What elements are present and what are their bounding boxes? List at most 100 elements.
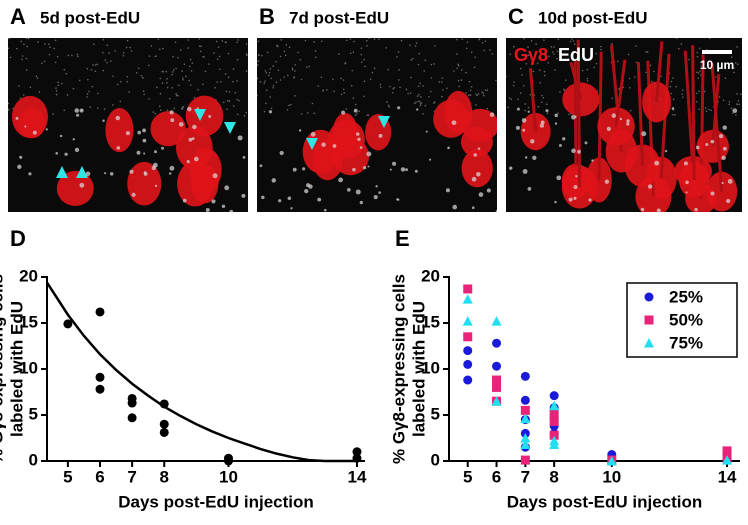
speckle (476, 94, 478, 97)
speckle (733, 71, 735, 74)
y-tick-label: 20 (19, 266, 38, 285)
speckle (264, 80, 266, 82)
speckle (198, 38, 201, 40)
edu-spot (727, 179, 733, 184)
speckle (409, 44, 411, 46)
speckle (198, 45, 201, 47)
speckle (313, 112, 316, 115)
x-tick-label: 8 (160, 467, 169, 486)
speckle (267, 74, 270, 77)
speckle (697, 77, 700, 79)
edu-spot (710, 191, 715, 196)
speckle (193, 97, 196, 99)
speckle (571, 38, 573, 40)
speckle (116, 83, 119, 86)
speckle (358, 110, 360, 113)
speckle (130, 50, 133, 52)
y-axis-title: % Gγ8-expressing cells (389, 274, 408, 464)
speckle (36, 77, 39, 79)
speckle (342, 88, 345, 91)
speckle (227, 52, 230, 55)
speckle (441, 95, 443, 98)
speckle (119, 81, 122, 83)
speckle (430, 77, 433, 79)
edu-spot (640, 207, 645, 212)
speckle (364, 65, 366, 68)
edu-spot (79, 108, 84, 113)
speckle (182, 78, 184, 81)
edu-spot (102, 119, 105, 122)
y-axis-title: labeled with EdU (7, 301, 26, 437)
speckle (600, 45, 602, 48)
speckle (172, 55, 174, 58)
speckle (216, 81, 219, 83)
speckle (416, 95, 419, 97)
edu-spot (414, 169, 418, 173)
speckle (152, 111, 155, 113)
panel-title: 10d post-EdU (538, 8, 648, 27)
speckle (635, 45, 637, 47)
speckle (349, 52, 352, 55)
speckle (286, 109, 289, 111)
speckle (67, 54, 70, 57)
speckle (736, 46, 738, 48)
speckle (465, 92, 467, 94)
data-point (520, 439, 531, 449)
edu-spot (304, 188, 309, 194)
speckle (106, 61, 109, 64)
edu-spot (59, 134, 63, 138)
speckle (257, 78, 258, 80)
edu-spot (489, 112, 495, 117)
speckle (143, 93, 145, 96)
speckle (314, 50, 317, 52)
speckle (557, 38, 560, 41)
data-point (492, 338, 502, 348)
speckle (177, 84, 180, 87)
edu-spot (527, 110, 530, 113)
speckle (385, 47, 388, 49)
speckle (651, 81, 653, 83)
speckle (299, 58, 302, 61)
cell (444, 90, 473, 134)
speckle (430, 90, 432, 93)
speckle (526, 54, 528, 57)
speckle (407, 92, 409, 95)
speckle (696, 92, 698, 95)
speckle (38, 91, 41, 93)
speckle (208, 63, 210, 65)
panel-title: 7d post-EdU (289, 8, 389, 27)
speckle (535, 43, 537, 45)
x-tick-label: 5 (63, 467, 72, 486)
edu-spot (352, 167, 356, 172)
speckle (556, 57, 558, 60)
edu-spot (478, 192, 484, 197)
edu-spot (476, 171, 481, 177)
speckle (422, 85, 424, 87)
speckle (392, 91, 394, 94)
speckle (695, 71, 698, 74)
speckle (475, 104, 477, 106)
speckle (573, 43, 576, 46)
arrowhead (76, 166, 88, 178)
edu-spot (74, 147, 80, 153)
speckle (287, 74, 289, 77)
speckle (527, 46, 529, 48)
speckle (735, 114, 737, 116)
speckle (160, 109, 162, 112)
speckle (48, 53, 51, 56)
speckle (456, 38, 458, 41)
speckle (161, 70, 164, 73)
speckle (537, 105, 540, 108)
edu-spot (45, 128, 48, 131)
speckle (469, 89, 472, 92)
edu-spot (19, 155, 23, 159)
data-point (463, 375, 473, 385)
speckle (214, 86, 216, 89)
speckle (236, 58, 239, 61)
edu-spot (375, 185, 378, 188)
speckle (433, 63, 435, 65)
speckle (283, 50, 286, 53)
edu-spot (575, 175, 578, 178)
speckle (356, 112, 358, 115)
